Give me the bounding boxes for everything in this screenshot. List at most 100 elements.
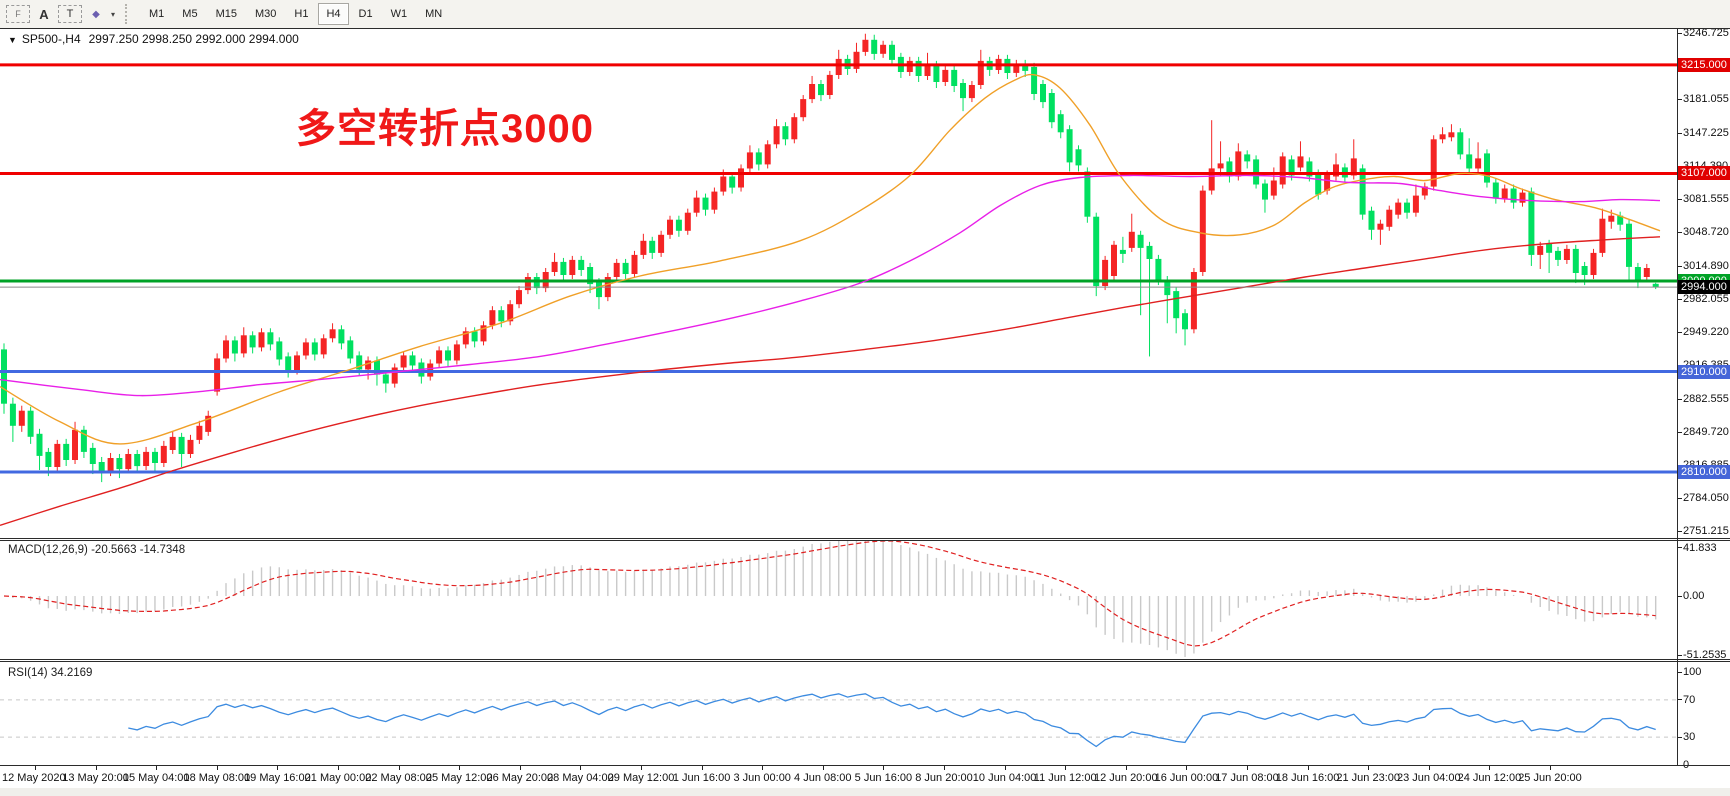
price-tick-mark (1677, 32, 1682, 34)
rsi-tick: 100 (1683, 666, 1702, 678)
rsi-tick-mark (1677, 699, 1682, 701)
pane-separator (0, 28, 1730, 29)
macd-tick: -51.2535 (1683, 649, 1727, 662)
time-label: 28 May 04:00 (547, 772, 614, 784)
window-bottom-strip (0, 788, 1730, 796)
macd-tick-mark (1677, 547, 1682, 549)
price-tick: 2751.215 (1683, 525, 1729, 538)
time-label: 8 Jun 20:00 (915, 772, 973, 784)
macd-tick-mark (1677, 654, 1682, 656)
timeframe-m15[interactable]: M15 (215, 8, 237, 20)
price-tick-mark (1677, 231, 1682, 233)
ma-mid (0, 174, 1661, 397)
time-tick-mark (1065, 765, 1067, 770)
time-tick-mark (1428, 765, 1430, 770)
time-tick-mark (519, 765, 521, 770)
price-tick: 2784.050 (1683, 492, 1729, 505)
time-label: 4 Jun 08:00 (794, 772, 852, 784)
timeframe-h4[interactable]: H4 (318, 3, 349, 25)
price-tick: 3048.720 (1683, 226, 1729, 239)
timeframe-w1[interactable]: W1 (390, 8, 408, 20)
time-tick-mark (398, 765, 400, 770)
price-tick: 2882.555 (1683, 393, 1729, 406)
symbol-dropdown-icon[interactable]: ▼ (8, 35, 17, 45)
price-tick-mark (1677, 398, 1682, 400)
time-tick-mark (1125, 765, 1127, 770)
time-tick-mark (216, 765, 218, 770)
rsi-value: 34.2169 (50, 667, 93, 679)
time-label: 18 May 08:00 (183, 772, 251, 784)
price-tick-mark (1677, 132, 1682, 134)
toolbar: F A T ◆ ▾ M1 M5 M15 M30 H1 H4 D1 W1 MN (0, 0, 1730, 29)
price-tick: 3147.225 (1683, 127, 1729, 140)
time-tick-mark (822, 765, 824, 770)
time-tick-mark (641, 765, 642, 770)
macd-label: MACD(12,26,9) -20.5663 -14.7348 (8, 544, 186, 556)
rsi-tick-mark (1677, 671, 1682, 673)
time-tick-mark (580, 765, 582, 770)
rsi-tick: 30 (1683, 731, 1696, 744)
time-label: 23 Jun 04:00 (1396, 772, 1461, 784)
timeframe-m1[interactable]: M1 (149, 8, 165, 20)
time-label: 29 May 12:00 (607, 772, 675, 784)
price-tag-3107.000: 3107.000 (1678, 166, 1730, 181)
rsi-tick: 70 (1683, 693, 1696, 706)
text-box-icon[interactable]: T (58, 5, 82, 23)
timeframe-h1[interactable]: H1 (294, 8, 309, 20)
price-tag-2910.000: 2910.000 (1678, 364, 1730, 379)
time-label: 19 May 16:00 (244, 772, 311, 784)
time-tick-mark (1004, 765, 1006, 770)
time-label: 15 May 04:00 (122, 772, 190, 784)
time-tick-mark (1550, 765, 1551, 770)
rsi-line (128, 693, 1656, 748)
timeframe-d1[interactable]: D1 (358, 8, 373, 20)
macd-tick: 41.833 (1683, 541, 1717, 554)
price-tick-mark (1677, 265, 1682, 267)
annotation-text: 多空转折点3000 (296, 107, 594, 151)
time-tick-mark (338, 765, 339, 770)
time-label: 25 May 12:00 (425, 772, 493, 784)
time-label: 11 Jun 12:00 (1033, 772, 1097, 784)
price-tick: 2982.055 (1683, 293, 1729, 306)
ma-fast (0, 73, 1661, 445)
timeframe-m30[interactable]: M30 (254, 8, 277, 20)
timeframe-m5[interactable]: M5 (182, 8, 198, 20)
time-label: 12 May 2020 (2, 772, 66, 784)
macd-signal-line (3, 540, 1656, 647)
time-tick-mark (95, 765, 97, 770)
chart-window[interactable]: ▼ SP500-,H4 2997.250 2998.250 2992.000 299… (0, 27, 1730, 796)
time-tick-mark (1489, 765, 1491, 770)
chart-canvas[interactable] (0, 28, 1730, 796)
time-label: 16 Jun 00:00 (1154, 772, 1219, 784)
time-label: 10 Jun 04:00 (972, 772, 1037, 784)
time-tick-mark (944, 765, 945, 770)
symbol-header: ▼ SP500-,H4 2997.250 2998.250 2992.000 299… (8, 32, 299, 46)
price-tick-mark (1677, 198, 1682, 200)
price-tick-mark (1677, 331, 1682, 333)
ma-slow (0, 236, 1661, 526)
macd-tick-mark (1677, 595, 1682, 597)
macd-value: -20.5663 (91, 544, 137, 556)
symbol-ohlc-values: 2997.250 2998.250 2992.000 2994.000 (88, 32, 299, 46)
time-tick-mark (1186, 765, 1188, 770)
price-tick-mark (1677, 298, 1682, 300)
pane-separator[interactable] (0, 659, 1730, 660)
shapes-icon[interactable]: ◆ (92, 8, 100, 20)
toolbar-grip (125, 4, 132, 24)
time-tick-mark (459, 765, 461, 770)
time-axis-border (0, 765, 1730, 766)
price-tag-3215.000: 3215.000 (1678, 57, 1730, 72)
shapes-dropdown-icon[interactable]: ▾ (111, 9, 116, 19)
pane-separator[interactable] (0, 538, 1730, 539)
macd-signal-value: -14.7348 (139, 544, 186, 556)
time-tick-mark (277, 765, 279, 770)
price-tick-mark (1677, 431, 1682, 433)
price-tick: 3081.555 (1683, 193, 1729, 206)
time-tick-mark (883, 765, 885, 770)
timeframe-mn[interactable]: MN (425, 8, 443, 20)
pane-separator (0, 661, 1730, 662)
time-label: 5 Jun 16:00 (854, 772, 913, 784)
text-label-icon[interactable]: A (39, 6, 49, 22)
frame-tool-icon[interactable]: F (6, 5, 30, 23)
